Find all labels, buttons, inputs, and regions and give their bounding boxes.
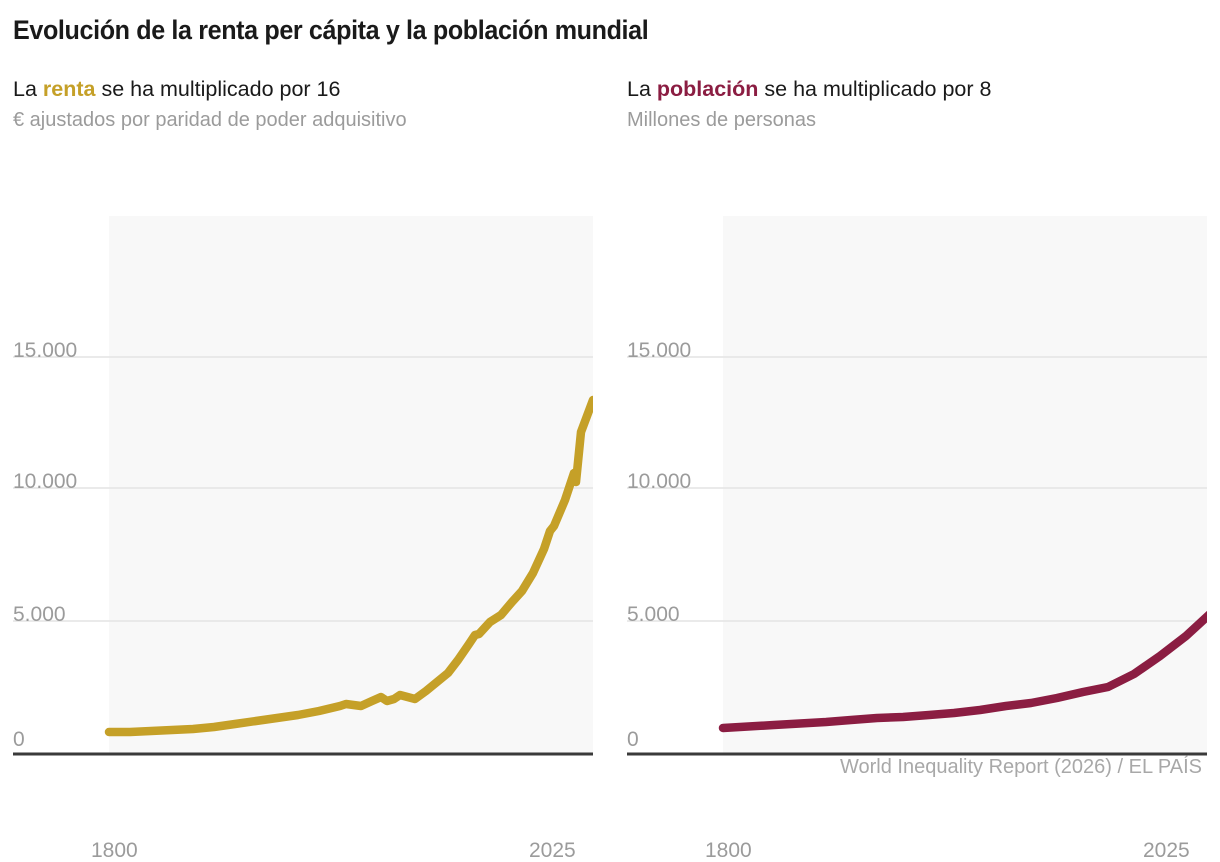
axis-baseline-svg-renta: [13, 752, 593, 756]
plot-area-poblacion: 15.000 10.000 5.000 0 1800 2025: [627, 216, 1207, 861]
chart-title-poblacion-accent: población: [656, 77, 759, 101]
chart-title-poblacion-post: se ha multiplicado por 8: [758, 77, 992, 101]
data-line-renta: [104, 395, 593, 737]
ytick-label-5000-poblacion: 5.000: [627, 603, 680, 626]
plot-svg-renta: [13, 216, 593, 754]
chart-panel-poblacion: La población se ha multiplicado por 8 Mi…: [614, 70, 1214, 861]
ytick-label-15000-renta: 15.000: [13, 339, 78, 362]
plot-area-renta: 15.000 10.000 5.000 0 1800 2025: [13, 216, 593, 861]
ytick-label-0-renta: 0: [13, 728, 25, 751]
xtick-label-2025-poblacion: 2025: [1143, 839, 1190, 862]
axis-baseline-svg-poblacion: [627, 752, 1207, 756]
chart-title-renta-post: se ha multiplicado por 16: [95, 77, 341, 101]
chart-title-poblacion-pre: La: [627, 77, 657, 101]
ytick-label-10000-renta: 10.000: [13, 470, 78, 493]
ytick-label-5000-renta: 5.000: [13, 603, 66, 626]
plot-background-renta: [109, 216, 593, 754]
source-credit: World Inequality Report (2026) / EL PAÍS: [839, 756, 1202, 778]
ytick-label-0-poblacion: 0: [627, 728, 639, 751]
chart-panel-renta: La renta se ha multiplicado por 16 € aju…: [0, 70, 600, 861]
charts-container: La renta se ha multiplicado por 16 € aju…: [0, 70, 1220, 861]
ytick-label-15000-poblacion: 15.000: [627, 339, 692, 362]
chart-title-renta-pre: La: [13, 77, 43, 101]
chart-title-poblacion: La población se ha multiplicado por 8: [627, 76, 991, 102]
chart-subtitle-renta: € ajustados por paridad de poder adquisi…: [13, 109, 407, 131]
plot-background-poblacion: [723, 216, 1207, 754]
xtick-label-1800-poblacion: 1800: [705, 839, 752, 862]
ytick-label-10000-poblacion: 10.000: [627, 470, 692, 493]
xtick-label-2025-renta: 2025: [529, 839, 576, 862]
chart-title-renta: La renta se ha multiplicado por 16: [13, 76, 340, 102]
chart-subtitle-poblacion: Millones de personas: [627, 109, 816, 131]
page-title: Evolución de la renta per cápita y la po…: [13, 15, 649, 45]
xtick-label-1800-renta: 1800: [91, 839, 138, 862]
data-line-poblacion: [718, 610, 1207, 733]
plot-svg-poblacion: [627, 216, 1207, 754]
chart-title-renta-accent: renta: [42, 77, 96, 101]
